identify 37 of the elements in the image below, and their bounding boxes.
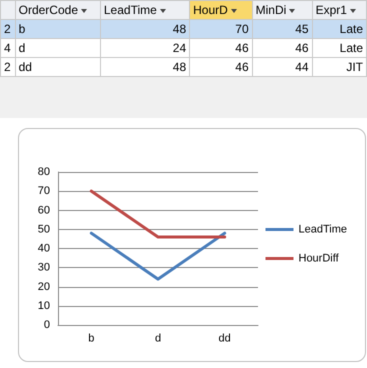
- text: b: [15, 20, 100, 38]
- text: 46: [252, 38, 312, 58]
- y-tick-label: 50: [38, 223, 50, 236]
- text: HourD: [193, 3, 228, 17]
- text: 46: [190, 38, 252, 58]
- text: MinDi: [256, 3, 286, 17]
- text: 70: [190, 20, 252, 38]
- x-tick-label: dd: [218, 332, 231, 344]
- text: 48: [100, 20, 190, 38]
- text: OrderCode: [18, 3, 78, 17]
- text: 2: [0, 58, 16, 76]
- y-tick-label: 80: [38, 166, 50, 178]
- text: d: [15, 38, 100, 58]
- text: Late: [312, 20, 366, 38]
- text: 24: [100, 38, 190, 58]
- text: Late: [312, 38, 366, 58]
- y-tick-label: 30: [38, 262, 50, 274]
- text: JIT: [312, 58, 366, 76]
- y-tick-label: 10: [38, 300, 50, 312]
- x-tick-label: d: [154, 332, 162, 344]
- y-tick-label: 60: [38, 204, 50, 216]
- legend-label: LeadTime: [298, 224, 348, 236]
- text: LeadTime: [104, 3, 157, 17]
- text: 45: [252, 20, 312, 38]
- text: 2: [0, 20, 16, 38]
- y-tick-label: 20: [38, 280, 50, 293]
- y-tick-label: 40: [38, 242, 50, 254]
- legend-label: HourDiff: [298, 252, 340, 264]
- text: 46: [190, 58, 252, 76]
- y-tick-label: 0: [44, 319, 50, 331]
- y-tick-label: 70: [38, 185, 50, 198]
- text: Expr1: [316, 3, 347, 17]
- x-tick-label: b: [88, 332, 94, 344]
- text: dd: [15, 58, 100, 76]
- text: 4: [0, 38, 16, 58]
- text: 44: [252, 58, 312, 76]
- text: 48: [100, 58, 190, 76]
